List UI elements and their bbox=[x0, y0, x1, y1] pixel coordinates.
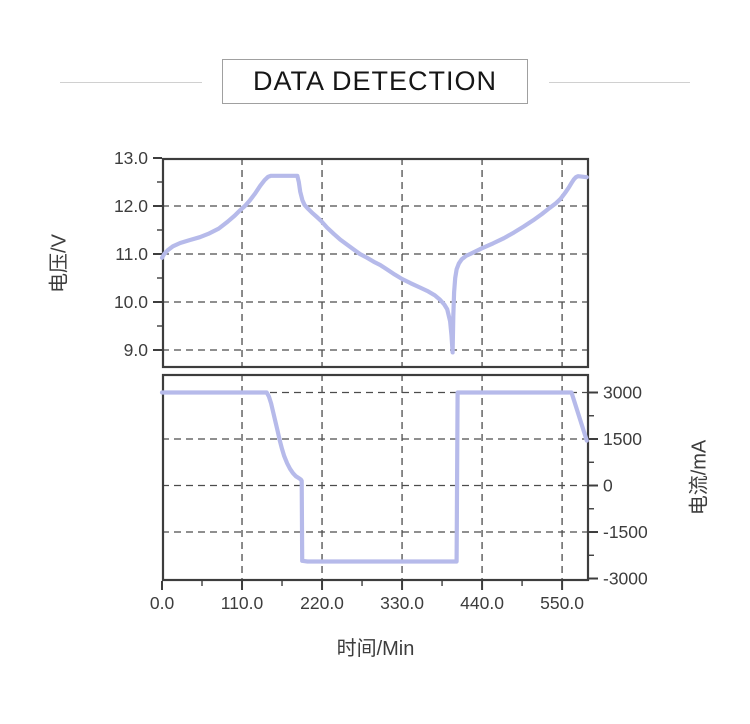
voltage-chart: 9.0 10.0 11.0 12.0 13.0 bbox=[114, 148, 590, 369]
y-tick-label: 9.0 bbox=[124, 340, 149, 360]
x-tick-label: 110.0 bbox=[221, 593, 264, 613]
voltage-axis-title: 电压/V bbox=[48, 234, 71, 293]
x-tick-label: 0.0 bbox=[150, 593, 175, 613]
page-title: DATA DETECTION bbox=[252, 66, 497, 96]
title-divider-right bbox=[549, 82, 690, 83]
y-tick-label: 13.0 bbox=[114, 148, 148, 168]
x-tick-label: 330.0 bbox=[380, 593, 424, 613]
title-box: DATA DETECTION bbox=[222, 59, 528, 104]
current-chart: -3000 -1500 0 1500 3000 0.0 110.0 220.0 330.0 440… bbox=[150, 373, 648, 613]
y-tick-label: 11.0 bbox=[115, 244, 148, 264]
y-tick-label: 10.0 bbox=[114, 292, 148, 312]
y-tick-label: 12.0 bbox=[114, 196, 148, 216]
plot-frame bbox=[161, 157, 590, 369]
y-tick-label: -3000 bbox=[603, 569, 648, 589]
x-tick-label: 440.0 bbox=[460, 593, 504, 613]
plot-frame bbox=[161, 373, 590, 582]
current-axis-title: 电流/mA bbox=[688, 439, 711, 516]
title-divider-left bbox=[60, 82, 202, 83]
y-tick-label: -1500 bbox=[603, 522, 648, 542]
y-tick-label: 3000 bbox=[603, 383, 642, 403]
y-tick-label: 1500 bbox=[603, 429, 642, 449]
voltage-series bbox=[159, 173, 589, 355]
y-tick-label: 0 bbox=[603, 476, 613, 496]
time-axis-title: 时间/Min bbox=[336, 638, 415, 660]
current-series bbox=[159, 390, 589, 564]
x-tick-label: 550.0 bbox=[540, 593, 584, 613]
x-tick-label: 220.0 bbox=[300, 593, 344, 613]
